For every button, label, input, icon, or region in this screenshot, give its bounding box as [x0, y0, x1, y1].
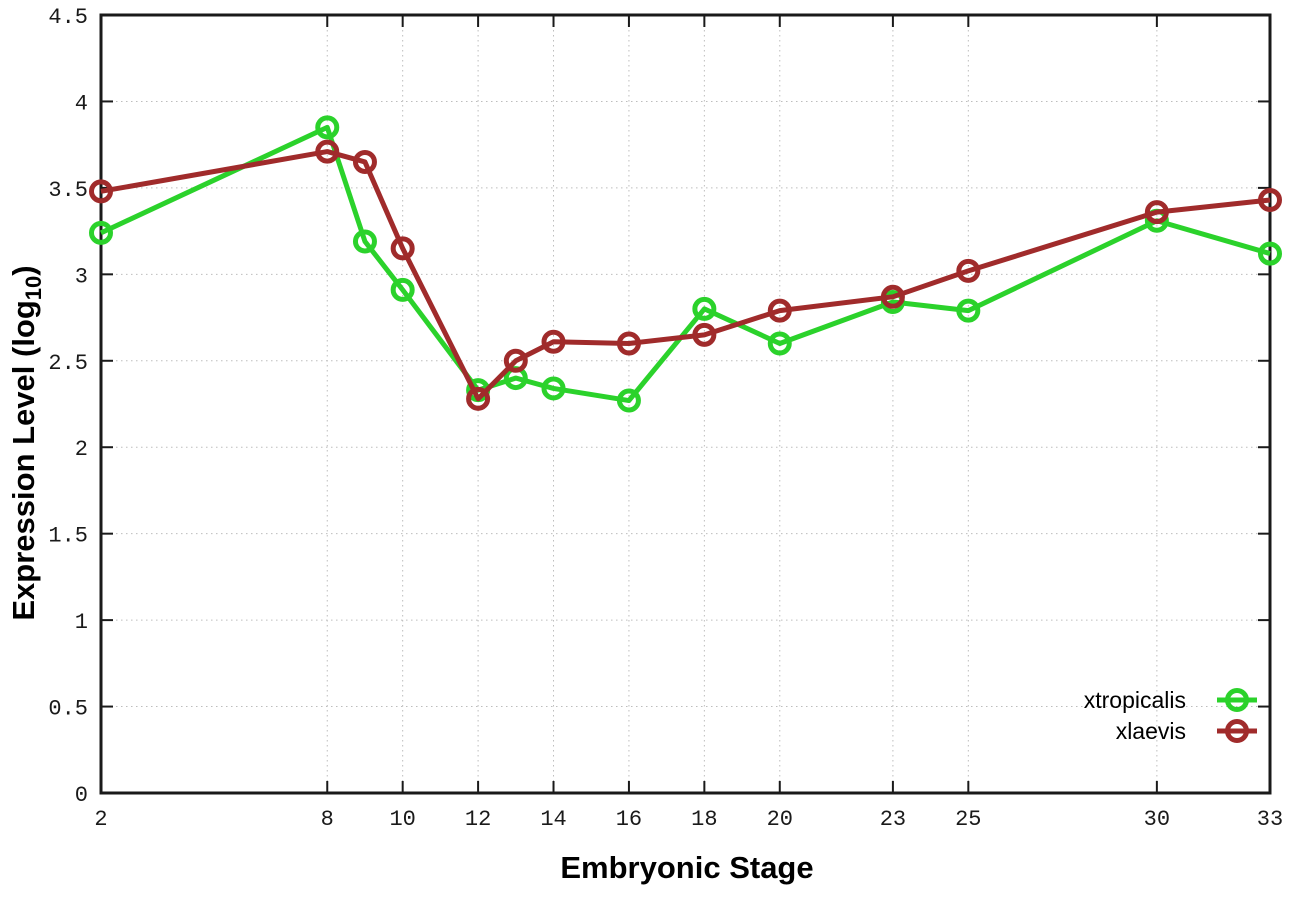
y-tick-label-4.5: 4.5 [48, 5, 88, 30]
y-tick-label-0: 0 [75, 783, 88, 808]
y-axis-label-main: Expression Level (log [6, 300, 41, 620]
data-point-xtropicalis-stage-10 [390, 277, 415, 302]
legend-marker-circle-xtropicalis [1225, 688, 1249, 712]
data-point-xlaevis-stage-30 [1144, 200, 1169, 225]
data-point-xlaevis-stage-8 [315, 139, 340, 164]
y-tick-label-3: 3 [75, 264, 88, 289]
data-point-xtropicalis-stage-8 [315, 115, 340, 140]
data-point-xtropicalis-stage-14 [541, 376, 566, 401]
data-point-xlaevis-stage-33 [1258, 187, 1282, 212]
data-point-xlaevis-stage-25 [956, 258, 981, 283]
y-tick-label-2.5: 2.5 [48, 351, 88, 376]
plot-border [99, 13, 1272, 795]
legend-label-xlaevis: xlaevis [1116, 718, 1186, 744]
x-tick-label-14: 14 [540, 807, 566, 832]
data-point-xlaevis-stage-20 [767, 298, 792, 323]
series-line-xtropicalis [99, 124, 1271, 404]
y-axis-label: Expression Level (log10) [6, 265, 46, 620]
y-tick-label-4: 4 [75, 91, 88, 116]
data-point-xlaevis-stage-23 [880, 284, 905, 309]
x-tick-label-25: 25 [955, 807, 981, 832]
legend-label-xtropicalis: xtropicalis [1084, 687, 1186, 713]
x-tick-label-8: 8 [321, 807, 334, 832]
data-point-xlaevis-stage-16 [616, 331, 641, 356]
data-point-xlaevis-stage-2 [89, 179, 113, 204]
data-point-xtropicalis-stage-16 [616, 388, 641, 413]
x-tick-label-10: 10 [389, 807, 415, 832]
y-tick-label-1.5: 1.5 [48, 524, 88, 549]
x-tick-label-18: 18 [691, 807, 717, 832]
data-point-xlaevis-stage-13 [503, 348, 528, 373]
x-tick-label-20: 20 [767, 807, 793, 832]
y-axis-label-suffix: ) [6, 265, 41, 275]
x-tick-label-2: 2 [94, 807, 107, 832]
data-point-xlaevis-stage-14 [541, 329, 566, 354]
x-tick-label-16: 16 [616, 807, 642, 832]
data-point-xtropicalis-stage-9 [352, 229, 377, 254]
data-point-xtropicalis-stage-20 [767, 331, 792, 356]
series-line-xlaevis [100, 149, 1271, 402]
legend-marker-circle-xlaevis [1225, 719, 1249, 743]
data-point-xlaevis-stage-9 [352, 149, 377, 174]
x-axis-label: Embryonic Stage [560, 850, 813, 885]
y-tick-label-0.5: 0.5 [48, 697, 88, 722]
y-tick-label-1: 1 [75, 610, 88, 635]
data-point-xtropicalis-stage-33 [1258, 241, 1282, 266]
x-tick-label-33: 33 [1257, 807, 1283, 832]
data-point-xlaevis-stage-10 [390, 236, 415, 261]
x-tick-label-30: 30 [1144, 807, 1170, 832]
y-tick-label-3.5: 3.5 [48, 178, 88, 203]
x-tick-label-12: 12 [465, 807, 491, 832]
data-point-xlaevis-stage-18 [692, 322, 717, 347]
data-point-xtropicalis-stage-18 [692, 296, 717, 321]
data-point-xtropicalis-stage-2 [89, 220, 113, 245]
y-tick-label-2: 2 [75, 437, 88, 462]
data-point-xtropicalis-stage-25 [956, 298, 981, 323]
data-point-xlaevis-stage-12 [466, 386, 491, 411]
x-tick-label-23: 23 [880, 807, 906, 832]
y-axis-label-subscript: 10 [21, 276, 46, 300]
